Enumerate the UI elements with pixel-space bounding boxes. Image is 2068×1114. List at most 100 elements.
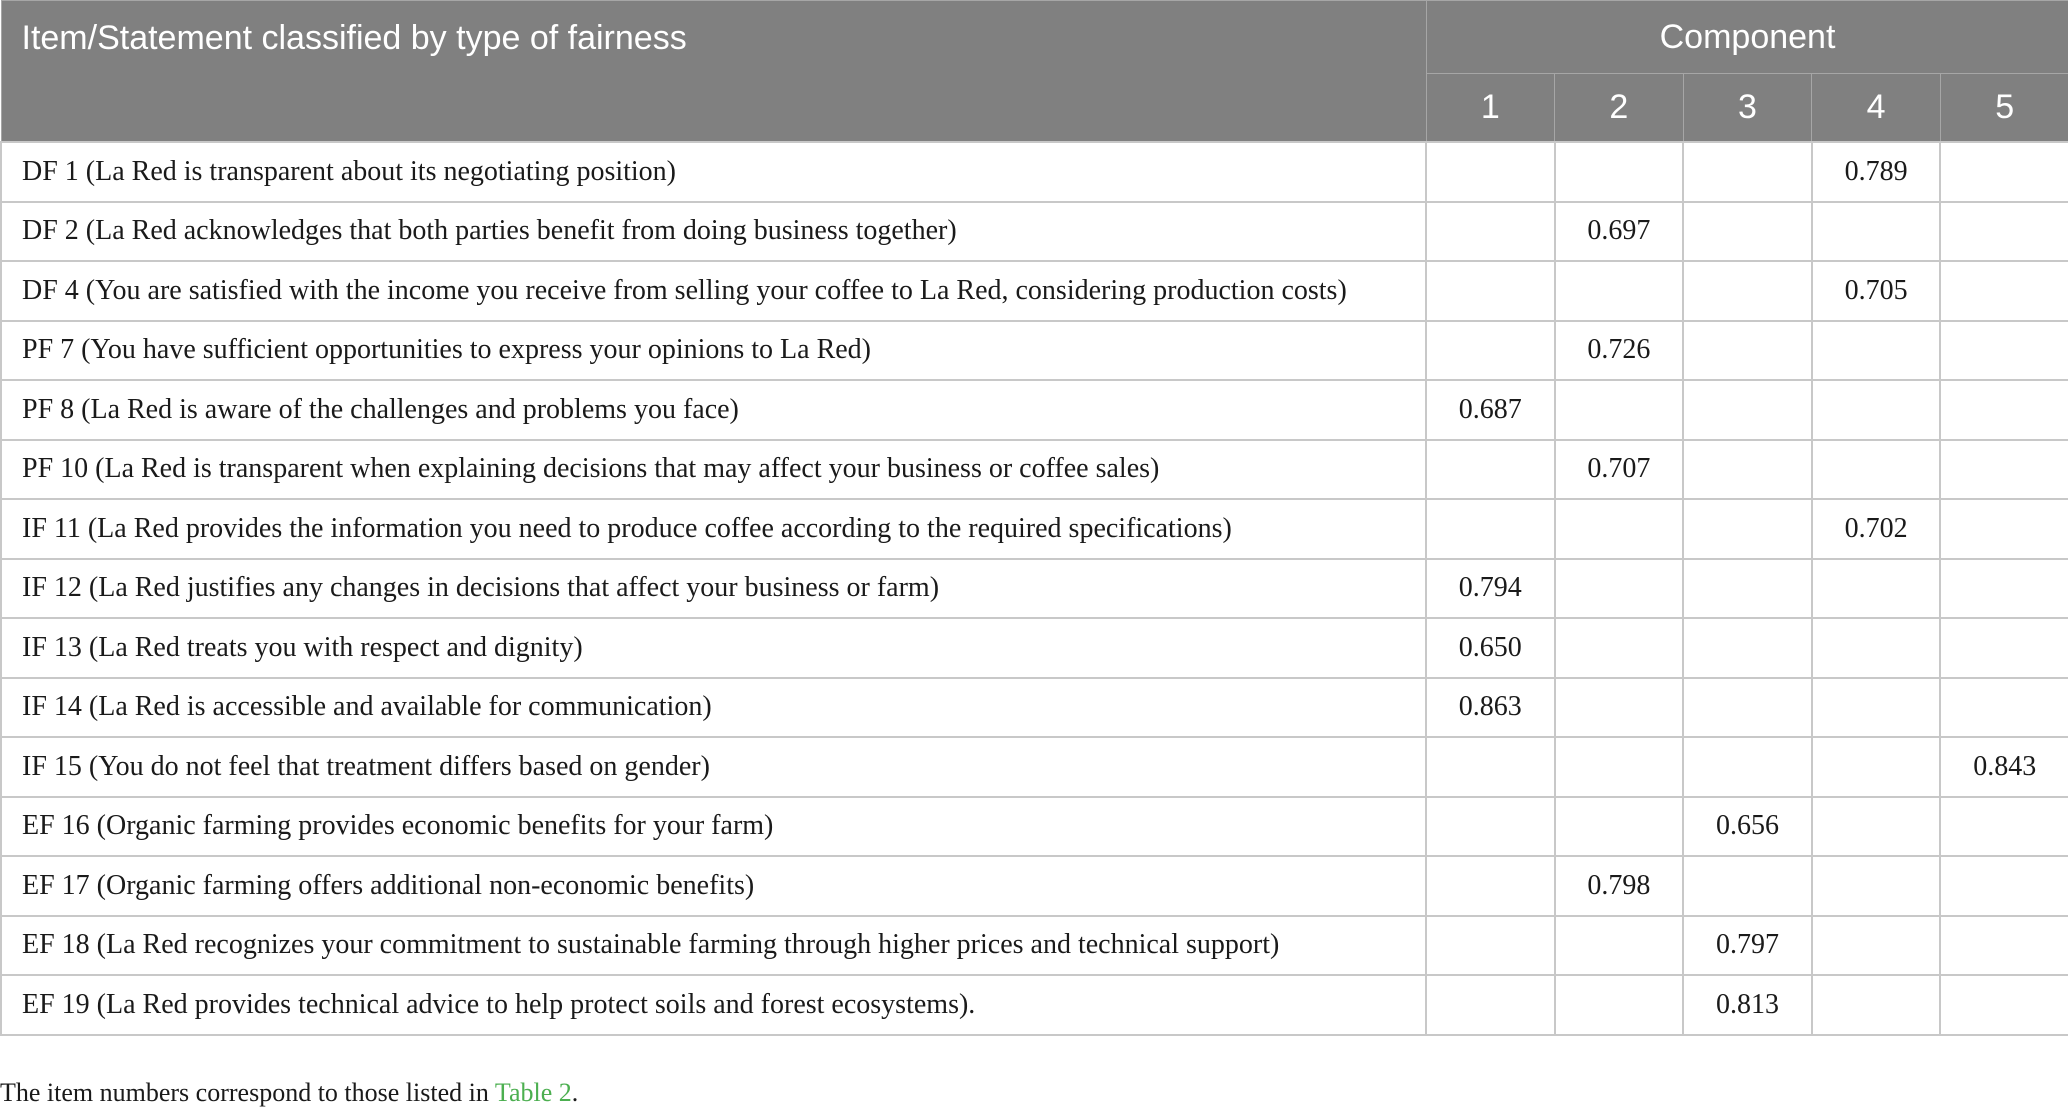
- loading-cell: 0.798: [1553, 855, 1685, 917]
- loading-cell: 0.650: [1425, 617, 1556, 679]
- loading-cell: [1553, 974, 1685, 1036]
- table-row: PF 8 (La Red is aware of the challenges …: [0, 379, 2068, 441]
- loading-cell: [1939, 974, 2068, 1036]
- loading-cell: [1682, 617, 1813, 679]
- loading-cell: [1939, 319, 2068, 381]
- item-statement: IF 13 (La Red treats you with respect an…: [0, 617, 1427, 679]
- loading-cell: [1939, 557, 2068, 619]
- component-number-header: 1: [1425, 73, 1556, 143]
- table-row: IF 14 (La Red is accessible and availabl…: [0, 676, 2068, 738]
- loading-cell: [1939, 141, 2068, 203]
- loading-cell: 0.789: [1810, 141, 1942, 203]
- loading-cell: 0.813: [1682, 974, 1813, 1036]
- item-statement: IF 12 (La Red justifies any changes in d…: [0, 557, 1427, 619]
- loading-cell: [1810, 855, 1942, 917]
- component-number-header: 5: [1939, 73, 2068, 143]
- item-statement: PF 10 (La Red is transparent when explai…: [0, 438, 1427, 500]
- item-statement: DF 2 (La Red acknowledges that both part…: [0, 200, 1427, 262]
- loading-cell: [1939, 855, 2068, 917]
- loading-cell: [1425, 438, 1556, 500]
- factor-loadings-table: Item/Statement classified by type of fai…: [0, 0, 2068, 1036]
- loading-cell: [1939, 379, 2068, 441]
- loading-cell: [1939, 617, 2068, 679]
- table-row: EF 19 (La Red provides technical advice …: [0, 974, 2068, 1036]
- loading-cell: [1425, 914, 1556, 976]
- loading-cell: [1425, 200, 1556, 262]
- loading-cell: 0.702: [1810, 498, 1942, 560]
- loading-cell: [1553, 617, 1685, 679]
- loading-cell: [1425, 736, 1556, 798]
- loading-cell: [1939, 676, 2068, 738]
- loading-cell: 0.843: [1939, 736, 2068, 798]
- loading-cell: [1682, 260, 1813, 322]
- loading-cell: 0.697: [1553, 200, 1685, 262]
- loading-cell: [1810, 379, 1942, 441]
- item-statement: IF 11 (La Red provides the information y…: [0, 498, 1427, 560]
- loading-cell: [1810, 736, 1942, 798]
- loading-cell: [1939, 914, 2068, 976]
- loading-cell: [1425, 141, 1556, 203]
- table-footnote: The item numbers correspond to those lis…: [0, 1078, 579, 1107]
- loading-cell: 0.863: [1425, 676, 1556, 738]
- table-row: DF 2 (La Red acknowledges that both part…: [0, 200, 2068, 262]
- component-number-header: 4: [1811, 73, 1941, 143]
- loading-cell: [1553, 914, 1685, 976]
- loading-cell: [1553, 141, 1685, 203]
- table-row: IF 13 (La Red treats you with respect an…: [0, 617, 2068, 679]
- item-statement: PF 8 (La Red is aware of the challenges …: [0, 379, 1427, 441]
- loading-cell: [1553, 498, 1685, 560]
- component-header: Component: [1425, 0, 2068, 74]
- loading-cell: [1810, 557, 1942, 619]
- loading-cell: [1553, 379, 1685, 441]
- component-number-header: 3: [1682, 73, 1813, 143]
- table-row: EF 16 (Organic farming provides economic…: [0, 795, 2068, 857]
- table-row: IF 15 (You do not feel that treatment di…: [0, 736, 2068, 798]
- loading-cell: [1682, 438, 1813, 500]
- table-row: DF 1 (La Red is transparent about its ne…: [0, 141, 2068, 203]
- component-number-header: 2: [1554, 73, 1684, 143]
- loading-cell: [1682, 141, 1813, 203]
- loading-cell: 0.794: [1425, 557, 1556, 619]
- loading-cell: 0.656: [1682, 795, 1813, 857]
- loading-cell: [1553, 557, 1685, 619]
- loading-cell: [1682, 736, 1813, 798]
- loading-cell: [1939, 260, 2068, 322]
- table-row: EF 17 (Organic farming offers additional…: [0, 855, 2068, 917]
- loading-cell: 0.726: [1553, 319, 1685, 381]
- loading-cell: [1939, 795, 2068, 857]
- item-statement: DF 4 (You are satisfied with the income …: [0, 260, 1427, 322]
- loading-cell: [1425, 974, 1556, 1036]
- loading-cell: [1553, 676, 1685, 738]
- table-row: PF 7 (You have sufficient opportunities …: [0, 319, 2068, 381]
- table-row: DF 4 (You are satisfied with the income …: [0, 260, 2068, 322]
- loading-cell: [1553, 736, 1685, 798]
- loading-cell: [1553, 795, 1685, 857]
- item-statement: EF 16 (Organic farming provides economic…: [0, 795, 1427, 857]
- loading-cell: [1810, 795, 1942, 857]
- item-statement: EF 19 (La Red provides technical advice …: [0, 974, 1427, 1036]
- loading-cell: [1682, 379, 1813, 441]
- item-statement: EF 18 (La Red recognizes your commitment…: [0, 914, 1427, 976]
- item-statement: PF 7 (You have sufficient opportunities …: [0, 319, 1427, 381]
- loading-cell: [1810, 319, 1942, 381]
- loading-cell: 0.707: [1553, 438, 1685, 500]
- loading-cell: 0.687: [1425, 379, 1556, 441]
- table-2-link[interactable]: Table 2: [494, 1078, 572, 1107]
- item-statement: IF 15 (You do not feel that treatment di…: [0, 736, 1427, 798]
- loading-cell: 0.705: [1810, 260, 1942, 322]
- table-row: IF 12 (La Red justifies any changes in d…: [0, 557, 2068, 619]
- loading-cell: [1810, 914, 1942, 976]
- loading-cell: [1425, 795, 1556, 857]
- loading-cell: [1939, 200, 2068, 262]
- loading-cell: [1682, 200, 1813, 262]
- loading-cell: [1425, 319, 1556, 381]
- loading-cell: [1810, 438, 1942, 500]
- table-row: PF 10 (La Red is transparent when explai…: [0, 438, 2068, 500]
- item-statement: EF 17 (Organic farming offers additional…: [0, 855, 1427, 917]
- loading-cell: 0.797: [1682, 914, 1813, 976]
- loading-cell: [1810, 617, 1942, 679]
- loading-cell: [1682, 676, 1813, 738]
- loading-cell: [1682, 557, 1813, 619]
- item-statement: DF 1 (La Red is transparent about its ne…: [0, 141, 1427, 203]
- loading-cell: [1682, 498, 1813, 560]
